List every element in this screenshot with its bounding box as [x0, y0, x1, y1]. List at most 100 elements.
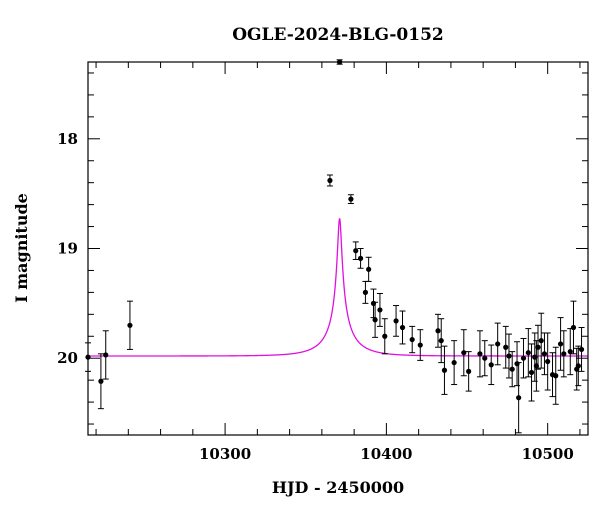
data-marker [466, 368, 472, 374]
y-tick-label: 19 [57, 240, 78, 258]
y-tick-label: 20 [57, 349, 78, 367]
data-point [535, 324, 541, 370]
data-marker [561, 351, 567, 357]
data-marker [327, 177, 333, 184]
data-point [399, 310, 406, 345]
data-marker [353, 248, 359, 254]
data-point [97, 353, 104, 410]
plot-frame [87, 61, 589, 436]
data-point [357, 248, 364, 269]
data-point [525, 328, 532, 378]
data-marker [520, 355, 527, 361]
data-point [102, 330, 109, 380]
data-point [509, 351, 516, 388]
data-marker [372, 317, 378, 323]
data-point [409, 325, 416, 354]
data-marker [570, 324, 577, 331]
axis-tick-labels: 10300 10400 10500 18 19 20 [57, 130, 574, 463]
data-marker [382, 333, 388, 339]
data-marker [578, 346, 585, 353]
data-marker [567, 349, 573, 355]
data-marker [535, 344, 541, 350]
data-point [481, 340, 488, 377]
data-point [435, 313, 441, 348]
x-tick-label: 10400 [360, 445, 412, 463]
data-point [126, 300, 133, 350]
data-marker [545, 358, 551, 365]
data-marker [538, 338, 544, 344]
data-point [505, 333, 512, 379]
data-marker [435, 328, 441, 334]
data-marker [362, 289, 369, 295]
data-point [520, 337, 527, 379]
data-point [544, 332, 551, 391]
data-point [494, 322, 501, 366]
data-point [560, 330, 567, 378]
data-point [557, 317, 564, 371]
data-point [570, 300, 577, 355]
data-marker [377, 307, 383, 313]
data-point [352, 241, 359, 260]
axis-ticks [88, 62, 588, 435]
data-marker [451, 359, 457, 366]
data-marker [506, 353, 512, 359]
data-marker [503, 344, 509, 350]
data-point [438, 318, 445, 364]
data-marker [399, 324, 406, 331]
data-marker [553, 373, 559, 379]
data-marker [575, 363, 581, 369]
data-point [417, 329, 424, 361]
data-point [538, 312, 545, 369]
chart-title: OGLE-2024-BLG-0152 [232, 25, 444, 45]
model-curve [88, 218, 588, 357]
data-point [376, 292, 383, 327]
data-point [372, 301, 379, 338]
data-marker [98, 378, 104, 384]
data-marker [441, 367, 448, 373]
data-point [441, 345, 448, 395]
data-marker [495, 341, 501, 347]
data-marker [357, 255, 364, 261]
data-marker [509, 366, 515, 372]
data-point [451, 340, 458, 386]
x-axis-label: HJD - 2450000 [272, 478, 404, 497]
data-marker [393, 318, 399, 324]
data-point [476, 330, 483, 378]
data-point [362, 280, 369, 304]
data-point [393, 305, 400, 337]
x-tick-label: 10300 [199, 445, 251, 463]
data-point [575, 345, 582, 387]
data-point [515, 362, 522, 434]
data-point [365, 256, 372, 282]
data-point [528, 343, 535, 402]
data-marker [482, 355, 488, 361]
x-tick-label: 10500 [522, 445, 574, 463]
data-marker [366, 266, 372, 272]
data-point [460, 329, 467, 377]
data-marker [409, 336, 415, 343]
y-tick-label: 18 [57, 130, 78, 148]
data-point [465, 351, 472, 392]
data-point [488, 344, 495, 386]
data-point [326, 174, 333, 187]
data-marker [417, 342, 423, 348]
data-point [381, 318, 388, 355]
data-point [552, 346, 559, 405]
data-marker [541, 351, 548, 357]
y-axis-label: I magnitude [12, 193, 31, 303]
data-marker [127, 322, 133, 328]
data-point [502, 325, 509, 369]
data-points [85, 59, 585, 434]
data-marker [103, 352, 109, 358]
data-point [541, 332, 548, 376]
data-marker [525, 350, 531, 356]
data-marker [348, 196, 354, 202]
data-marker [488, 362, 494, 368]
data-marker [516, 395, 522, 401]
data-point [567, 328, 574, 376]
data-marker [461, 350, 467, 356]
data-point [578, 326, 585, 372]
data-point [347, 194, 354, 205]
data-marker [528, 369, 535, 376]
